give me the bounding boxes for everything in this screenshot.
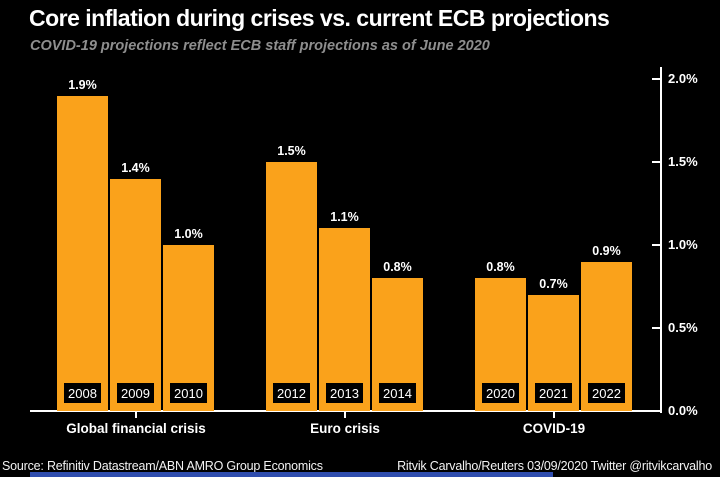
chart-subtitle: COVID-19 projections reflect ECB staff p…: [30, 38, 490, 54]
group-label: Euro crisis: [310, 421, 380, 436]
y-axis-line: [660, 67, 662, 413]
bar-value-label: 1.0%: [174, 227, 203, 241]
group-tick: [344, 412, 346, 418]
y-tick: [652, 161, 662, 163]
y-tick: [652, 244, 662, 246]
y-tick-label: 0.5%: [668, 320, 698, 335]
x-axis-line: [30, 410, 662, 412]
group-label: Global financial crisis: [66, 421, 206, 436]
bar-value-label: 0.8%: [486, 260, 515, 274]
bar-2008: [57, 96, 108, 411]
bar-year-badge: 2009: [117, 383, 154, 403]
bar-year-badge: 2008: [64, 383, 101, 403]
y-tick-label: 1.0%: [668, 237, 698, 252]
group-label: COVID-19: [522, 421, 586, 436]
group-tick: [553, 412, 555, 418]
bar-2009: [110, 179, 161, 411]
bar-year-badge: 2020: [482, 383, 519, 403]
bar-value-label: 1.1%: [330, 210, 359, 224]
bar-value-label: 0.7%: [539, 277, 568, 291]
bar-value-label: 0.8%: [383, 260, 412, 274]
bar-year-badge: 2010: [170, 383, 207, 403]
bar-value-label: 0.9%: [592, 244, 621, 258]
bar-2012: [266, 162, 317, 411]
y-tick-label: 0.0%: [668, 403, 698, 418]
bar-value-label: 1.9%: [68, 78, 97, 92]
bar-year-badge: 2013: [326, 383, 363, 403]
bar-value-label: 1.5%: [277, 144, 306, 158]
bar-year-badge: 2022: [588, 383, 625, 403]
y-tick: [652, 410, 662, 412]
chart-title: Core inflation during crises vs. current…: [29, 5, 610, 31]
bar-2013: [319, 228, 370, 411]
bar-value-label: 1.4%: [121, 161, 150, 175]
y-tick: [652, 327, 662, 329]
bar-year-badge: 2014: [379, 383, 416, 403]
group-tick: [135, 412, 137, 418]
bar-year-badge: 2012: [273, 383, 310, 403]
source-note: Source: Refinitiv Datastream/ABN AMRO Gr…: [2, 459, 323, 473]
y-tick-label: 1.5%: [668, 154, 698, 169]
y-tick-label: 2.0%: [668, 71, 698, 86]
video-progress-bar[interactable]: [30, 472, 553, 477]
credit-note: Ritvik Carvalho/Reuters 03/09/2020 Twitt…: [397, 459, 712, 473]
bar-year-badge: 2021: [535, 383, 572, 403]
y-tick: [652, 78, 662, 80]
